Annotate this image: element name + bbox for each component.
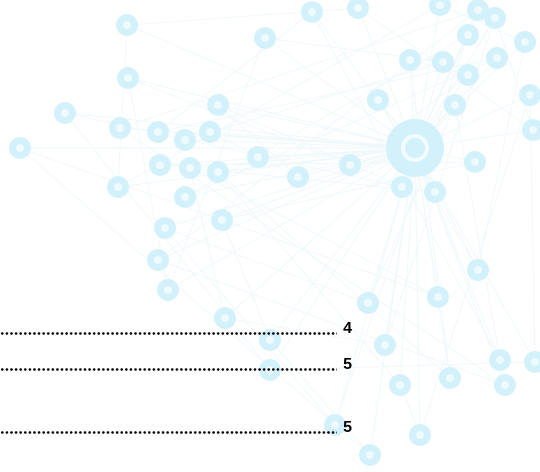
network-node-center bbox=[114, 183, 122, 191]
network-node-center bbox=[474, 266, 482, 274]
network-node-center bbox=[161, 224, 169, 232]
network-node-center bbox=[308, 8, 316, 16]
network-edge bbox=[415, 148, 535, 362]
network-node-center bbox=[294, 173, 302, 181]
network-node-center bbox=[374, 96, 382, 104]
network-node-center bbox=[254, 153, 262, 161]
page-number: 5 bbox=[343, 418, 352, 438]
toc-entry: 4 bbox=[0, 319, 352, 339]
network-node-center bbox=[451, 101, 459, 109]
network-node-center bbox=[529, 126, 537, 134]
network-node-center bbox=[123, 21, 131, 29]
network-node-center bbox=[214, 101, 222, 109]
network-node-center bbox=[434, 293, 442, 301]
network-node-center bbox=[496, 356, 504, 364]
network-node-center bbox=[156, 161, 164, 169]
page: 4 5 5 (() => { const data = JSON.parse(d… bbox=[0, 0, 540, 472]
network-node-center bbox=[521, 38, 529, 46]
network-node-center bbox=[124, 74, 132, 82]
network-node-center bbox=[474, 6, 482, 14]
network-node-center bbox=[446, 374, 454, 382]
network-node-center bbox=[261, 34, 269, 42]
network-node-center bbox=[181, 136, 189, 144]
network-node-center bbox=[206, 128, 214, 136]
network-edge bbox=[118, 25, 127, 187]
network-node-center bbox=[154, 256, 162, 264]
network-edge bbox=[120, 128, 505, 385]
network-edge bbox=[185, 58, 497, 197]
network-node-center bbox=[181, 193, 189, 201]
network-node-center bbox=[354, 4, 362, 12]
network-node-center bbox=[464, 71, 472, 79]
network-node-center bbox=[116, 124, 124, 132]
network-edge bbox=[127, 8, 358, 25]
network-node-center bbox=[164, 286, 172, 294]
network-node-center bbox=[214, 168, 222, 176]
network-node-center bbox=[491, 14, 499, 22]
network-node-center bbox=[436, 1, 444, 9]
network-edge bbox=[165, 148, 415, 228]
page-number: 5 bbox=[343, 355, 352, 375]
network-node-center bbox=[526, 91, 534, 99]
network-edge bbox=[128, 78, 415, 148]
network-node-center bbox=[406, 56, 414, 64]
network-hub bbox=[386, 119, 444, 177]
network-node-center bbox=[16, 144, 24, 152]
network-node-center bbox=[471, 158, 479, 166]
dot-leader bbox=[0, 431, 337, 434]
network-node-center bbox=[381, 341, 389, 349]
network-edge bbox=[455, 105, 500, 360]
network-edge bbox=[190, 168, 225, 318]
network-node-center bbox=[439, 58, 447, 66]
network-edge bbox=[415, 148, 500, 360]
network-node-center bbox=[218, 216, 226, 224]
network-edge bbox=[165, 228, 368, 303]
network-node-center bbox=[396, 381, 404, 389]
dot-leader bbox=[0, 332, 337, 335]
network-node-center bbox=[493, 54, 501, 62]
dot-leader bbox=[0, 368, 337, 371]
network-node-center bbox=[186, 164, 194, 172]
network-node-center bbox=[364, 299, 372, 307]
network-node-center bbox=[416, 431, 424, 439]
network-node-center bbox=[61, 109, 69, 117]
network-node-center bbox=[346, 161, 354, 169]
toc-entry: 5 bbox=[0, 418, 352, 438]
network-node-center bbox=[501, 381, 509, 389]
network-edge bbox=[120, 10, 478, 128]
toc-entry: 5 bbox=[0, 355, 352, 375]
network-background bbox=[0, 0, 540, 472]
network-node-center bbox=[531, 358, 539, 366]
network-node-center bbox=[154, 128, 162, 136]
page-number: 4 bbox=[343, 319, 352, 339]
network-node-center bbox=[464, 31, 472, 39]
network-node-center bbox=[398, 183, 406, 191]
network-node-center bbox=[366, 451, 374, 459]
network-edge bbox=[225, 148, 415, 318]
network-node-center bbox=[431, 188, 439, 196]
network-edge bbox=[478, 42, 525, 270]
